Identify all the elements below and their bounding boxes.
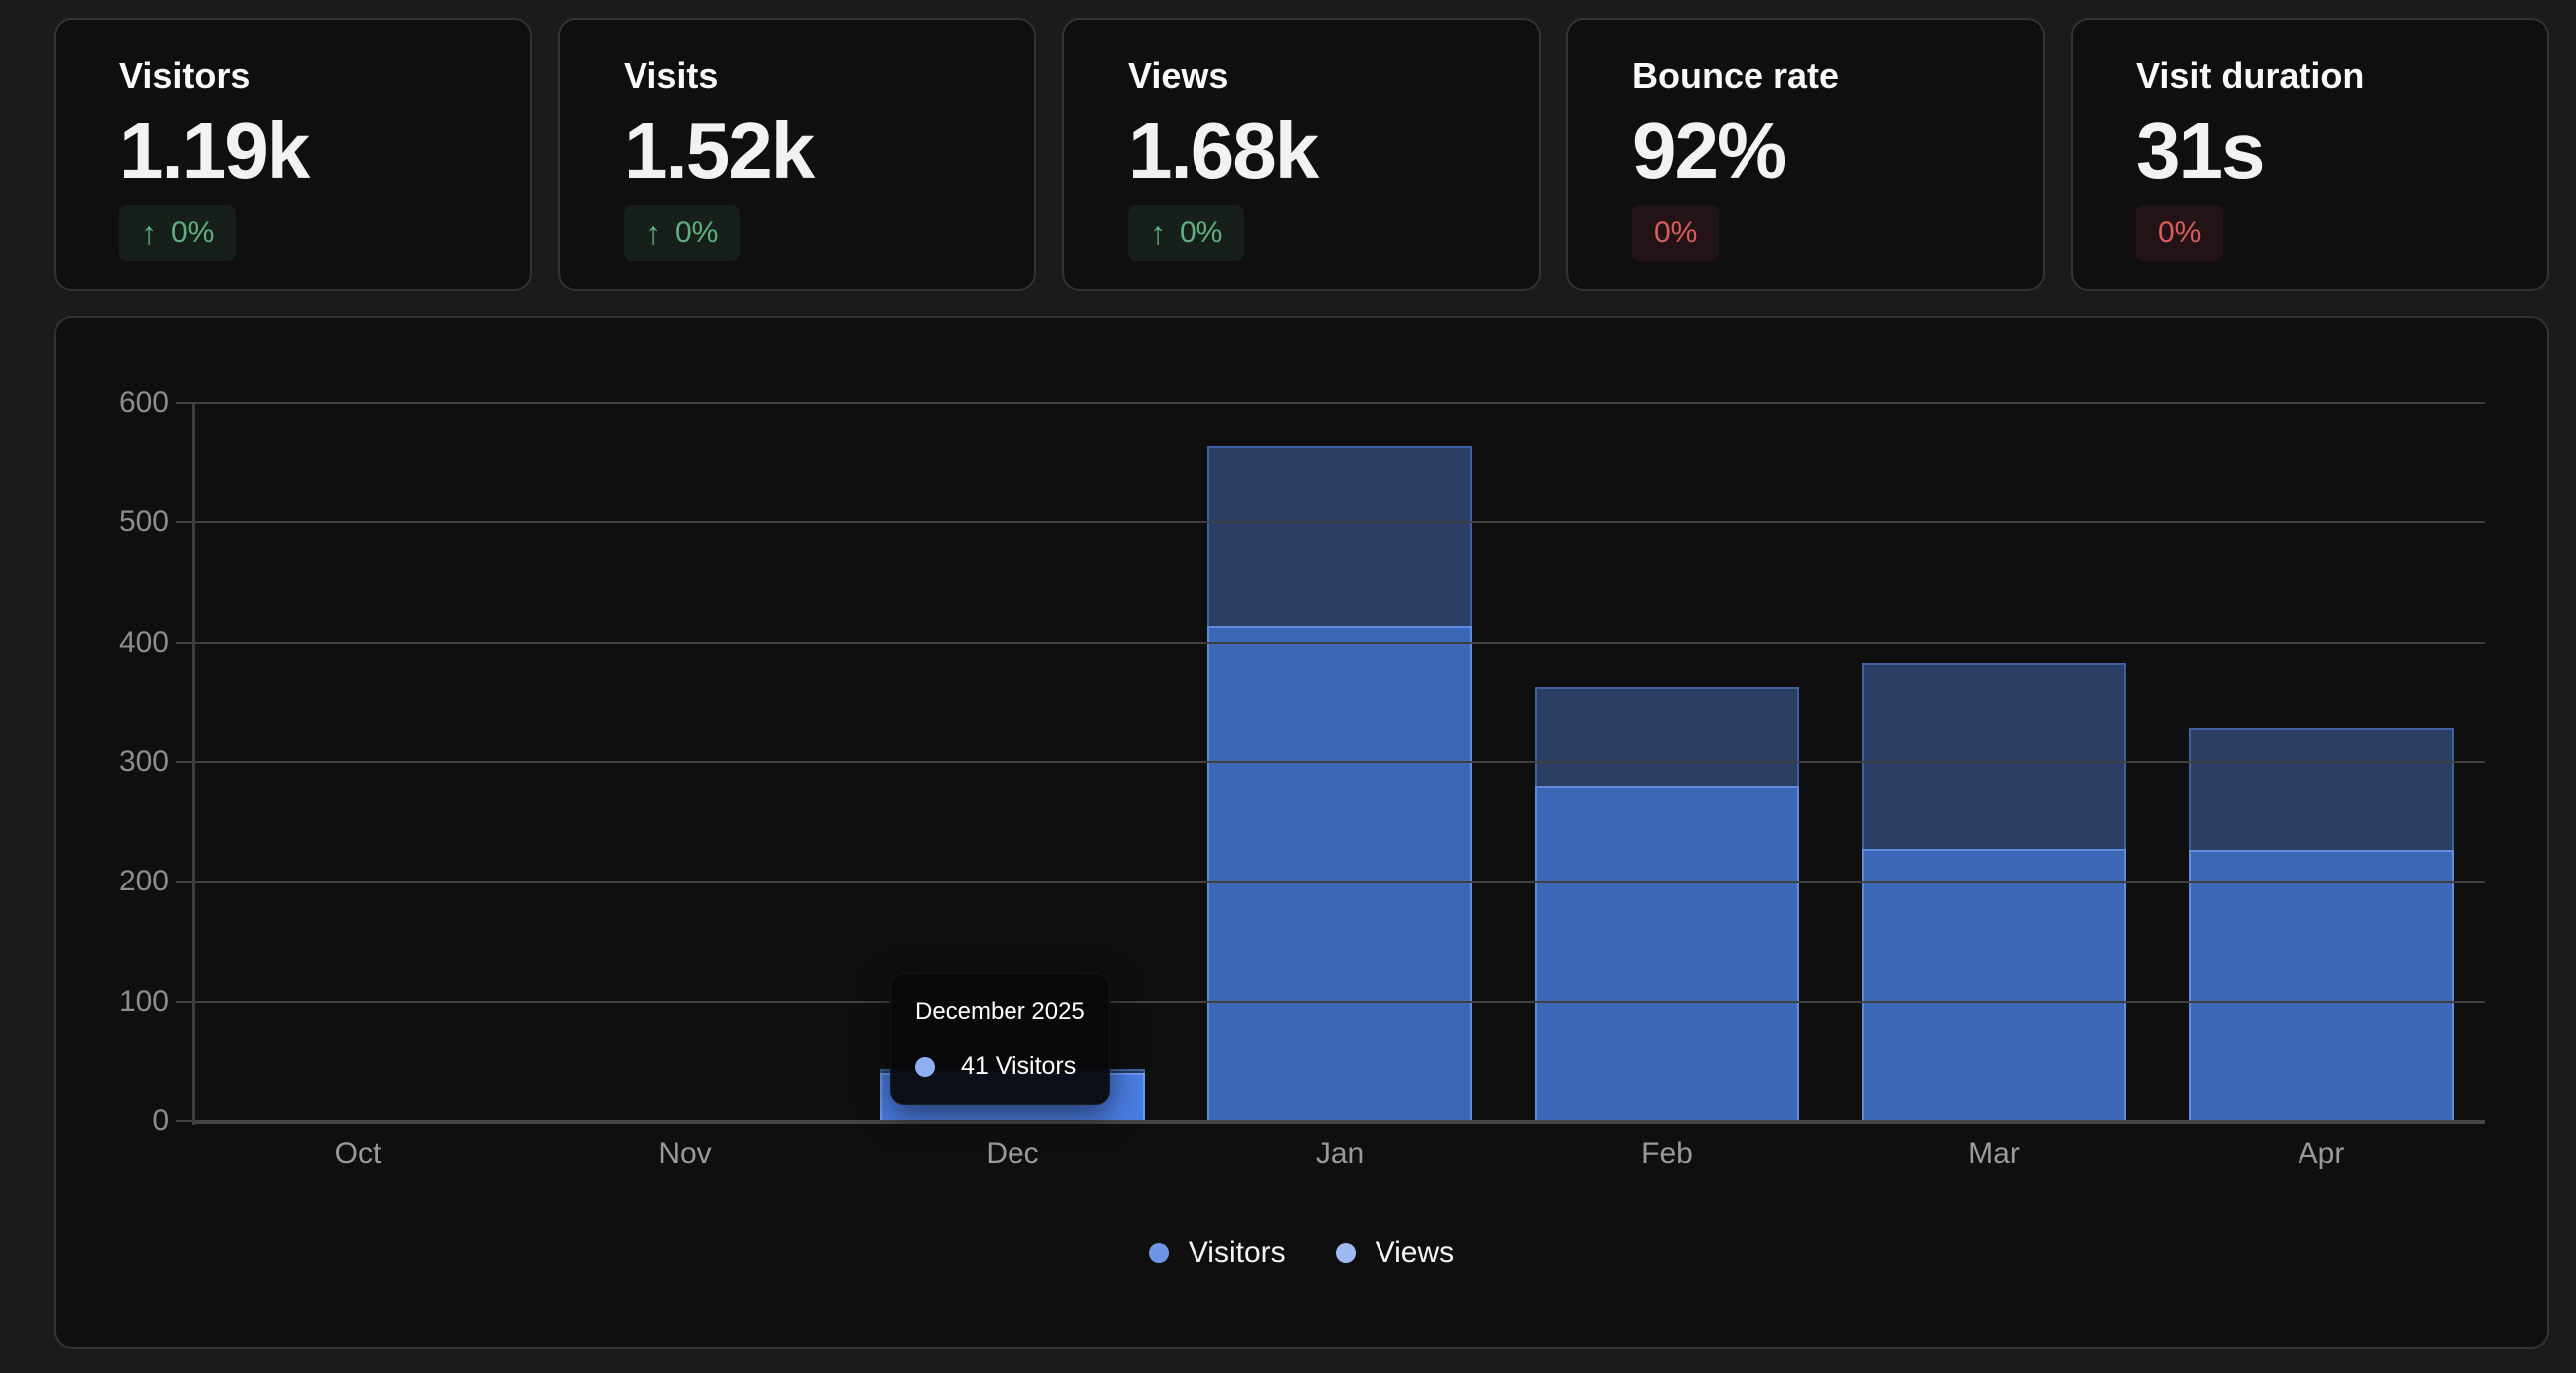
y-tick-200 bbox=[176, 881, 194, 883]
stat-value: 92% bbox=[1632, 106, 1787, 195]
bar-visitors-feb[interactable] bbox=[1535, 786, 1799, 1121]
tooltip-row: 41 Visitors bbox=[915, 1052, 1085, 1080]
legend-item-views[interactable]: Views bbox=[1335, 1236, 1455, 1270]
y-tick-500 bbox=[176, 521, 194, 523]
gridline-500 bbox=[194, 521, 2485, 523]
up-arrow-icon: ↑ bbox=[1150, 215, 1166, 251]
up-arrow-icon: ↑ bbox=[141, 215, 157, 251]
tooltip-title: December 2025 bbox=[915, 998, 1085, 1025]
legend-dot-icon bbox=[1148, 1243, 1169, 1263]
x-axis-label-feb: Feb bbox=[1641, 1137, 1693, 1170]
series-dot-icon bbox=[915, 1056, 935, 1077]
stat-card-bounce-rate: Bounce rate 92% 0% bbox=[1566, 18, 2045, 291]
y-tick-300 bbox=[176, 761, 194, 763]
change-value: 0% bbox=[675, 216, 719, 249]
stat-value: 31s bbox=[2136, 106, 2265, 195]
x-axis-label-oct: Oct bbox=[334, 1137, 382, 1170]
legend-label: Visitors bbox=[1188, 1236, 1286, 1269]
x-axis-label-nov: Nov bbox=[658, 1137, 712, 1170]
change-badge: 0% bbox=[1632, 205, 1720, 261]
y-tick-0 bbox=[176, 1120, 194, 1122]
stat-value: 1.19k bbox=[119, 106, 310, 195]
legend-dot-icon bbox=[1335, 1243, 1356, 1263]
x-axis-label-mar: Mar bbox=[1968, 1137, 2020, 1170]
x-axis-label-apr: Apr bbox=[2298, 1137, 2345, 1170]
stat-label: Views bbox=[1128, 55, 1229, 96]
gridline-0 bbox=[194, 1120, 2485, 1124]
stat-card-visits: Visits 1.52k ↑ 0% bbox=[558, 18, 1036, 291]
change-badge: ↑ 0% bbox=[624, 205, 741, 261]
bar-visitors-mar[interactable] bbox=[1862, 849, 2126, 1121]
x-axis-label-jan: Jan bbox=[1315, 1137, 1365, 1170]
change-value: 0% bbox=[171, 216, 215, 249]
change-value: 0% bbox=[1180, 216, 1223, 249]
traffic-chart-panel: 0 100 200 300 400 500 600 Oct Nov Dec Jan Feb Mar Apr… bbox=[54, 316, 2549, 1349]
chart-tooltip: December 2025 41 Visitors bbox=[890, 973, 1110, 1105]
gridline-300 bbox=[194, 761, 2485, 763]
y-axis-label-400: 400 bbox=[118, 626, 169, 659]
y-tick-400 bbox=[176, 642, 194, 644]
gridline-100 bbox=[194, 1001, 2485, 1003]
y-tick-100 bbox=[176, 1001, 194, 1003]
y-axis-label-300: 300 bbox=[118, 745, 169, 778]
stat-value: 1.52k bbox=[624, 106, 815, 195]
stat-label: Visits bbox=[624, 55, 719, 96]
chart-plot: 0 100 200 300 400 500 600 Oct Nov Dec Jan Feb Mar Apr bbox=[56, 318, 2547, 1347]
y-axis-label-600: 600 bbox=[118, 386, 169, 419]
stat-label: Bounce rate bbox=[1632, 55, 1840, 96]
change-badge: ↑ 0% bbox=[1128, 205, 1245, 261]
gridline-200 bbox=[194, 881, 2485, 883]
y-axis-label-100: 100 bbox=[118, 985, 169, 1018]
change-value: 0% bbox=[2158, 216, 2202, 249]
stat-card-views: Views 1.68k ↑ 0% bbox=[1062, 18, 1541, 291]
y-axis-label-200: 200 bbox=[118, 865, 169, 897]
y-axis-label-500: 500 bbox=[118, 505, 169, 538]
up-arrow-icon: ↑ bbox=[645, 215, 661, 251]
change-badge: 0% bbox=[2136, 205, 2224, 261]
change-value: 0% bbox=[1654, 216, 1698, 249]
change-badge: ↑ 0% bbox=[119, 205, 237, 261]
stat-cards-row: Visitors 1.19k ↑ 0% Visits 1.52k ↑ 0% Vi… bbox=[54, 18, 2549, 291]
legend-label: Views bbox=[1375, 1236, 1455, 1269]
stat-card-visit-duration: Visit duration 31s 0% bbox=[2071, 18, 2549, 291]
stat-value: 1.68k bbox=[1128, 106, 1319, 195]
y-axis-label-0: 0 bbox=[152, 1104, 169, 1137]
tooltip-value: 41 Visitors bbox=[961, 1052, 1077, 1079]
chart-legend: Visitors Views bbox=[56, 1236, 2547, 1270]
bar-visitors-apr[interactable] bbox=[2189, 850, 2454, 1121]
stat-label: Visit duration bbox=[2136, 55, 2365, 96]
stat-card-visitors: Visitors 1.19k ↑ 0% bbox=[54, 18, 532, 291]
y-axis-line bbox=[192, 403, 195, 1125]
gridline-600 bbox=[194, 402, 2485, 404]
legend-item-visitors[interactable]: Visitors bbox=[1148, 1236, 1286, 1270]
y-tick-600 bbox=[176, 402, 194, 404]
stat-label: Visitors bbox=[119, 55, 251, 96]
x-axis-label-dec: Dec bbox=[986, 1137, 1039, 1170]
gridline-400 bbox=[194, 642, 2485, 644]
bar-visitors-jan[interactable] bbox=[1207, 626, 1472, 1121]
